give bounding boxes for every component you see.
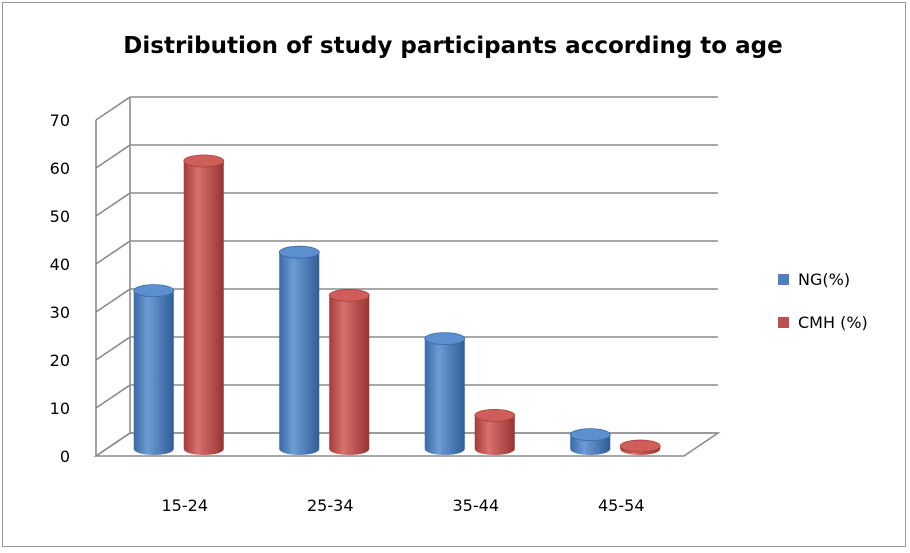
bar-top <box>424 332 466 346</box>
bar-body <box>424 338 465 455</box>
x-tick-label: 15-24 <box>162 496 209 515</box>
bar-top <box>278 245 320 259</box>
gridline-side <box>95 336 131 361</box>
gridline-side <box>95 144 131 169</box>
floor <box>93 432 721 457</box>
y-axis: 0 10 20 30 40 50 60 70 <box>50 111 70 466</box>
legend-label: NG(%) <box>798 270 850 289</box>
x-tick-label: 35-44 <box>453 496 500 515</box>
bar <box>569 428 611 455</box>
legend: NG(%) CMH (%) <box>778 270 868 332</box>
y-tick-label: 60 <box>50 159 70 178</box>
bar <box>474 408 516 455</box>
bar <box>183 154 225 455</box>
x-axis: 15-24 25-34 35-44 45-54 <box>162 496 645 515</box>
legend-swatch <box>778 274 789 285</box>
x-tick-label: 45-54 <box>598 496 645 515</box>
bar <box>424 332 466 455</box>
bar-top <box>569 428 611 442</box>
bar-body <box>183 161 224 455</box>
gridline-side <box>95 192 131 217</box>
y-tick-label: 50 <box>50 207 70 226</box>
gridline-side <box>95 384 131 409</box>
gridline-side <box>95 96 131 121</box>
y-tick-label: 70 <box>50 111 70 130</box>
x-tick-label: 25-34 <box>307 496 354 515</box>
bar-body <box>329 295 370 455</box>
gridline-side <box>95 240 131 265</box>
legend-label: CMH (%) <box>798 313 868 332</box>
bar <box>133 284 175 455</box>
y-tick-label: 20 <box>50 351 70 370</box>
bar-body <box>133 290 174 455</box>
bar-top <box>619 439 661 453</box>
bar-top <box>474 408 516 422</box>
bar-body <box>474 415 515 455</box>
gridline-side <box>95 288 131 313</box>
bar <box>278 245 320 455</box>
legend-swatch <box>778 317 789 328</box>
bar <box>328 288 370 455</box>
y-tick-label: 10 <box>50 399 70 418</box>
bar-body <box>279 252 320 455</box>
bar <box>619 439 661 455</box>
y-tick-label: 0 <box>60 447 70 466</box>
bars <box>133 154 661 455</box>
chart-title: Distribution of study participants accor… <box>123 33 782 59</box>
bar-top <box>133 284 175 298</box>
bar-top <box>328 288 370 302</box>
y-tick-label: 40 <box>50 255 70 274</box>
y-tick-label: 30 <box>50 303 70 322</box>
bar-top <box>183 154 225 168</box>
gridlines <box>93 96 721 457</box>
